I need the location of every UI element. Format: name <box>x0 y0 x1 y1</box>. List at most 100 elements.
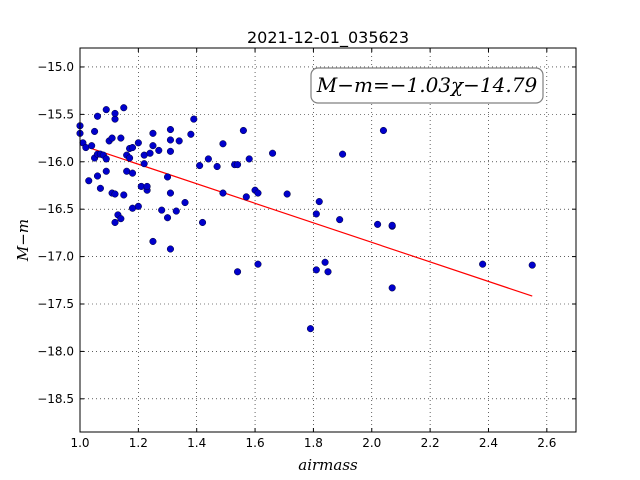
data-point <box>88 142 96 150</box>
x-tick-label: 1.0 <box>70 436 89 450</box>
y-axis-label: M−m <box>14 219 32 262</box>
data-point <box>172 207 180 215</box>
data-point <box>196 162 204 170</box>
data-point <box>158 206 166 214</box>
x-tick-label: 1.6 <box>246 436 265 450</box>
x-tick-label: 2.4 <box>479 436 498 450</box>
x-tick-label: 2.0 <box>362 436 381 450</box>
data-point <box>388 284 396 292</box>
data-points <box>76 104 536 333</box>
data-point <box>234 268 242 276</box>
data-point <box>166 125 174 134</box>
data-point <box>134 202 142 210</box>
data-point <box>219 140 227 148</box>
y-tick-label: −18.5 <box>37 392 74 406</box>
x-axis-label: airmass <box>298 456 358 474</box>
x-tick-label: 1.8 <box>304 436 323 450</box>
data-point <box>166 147 174 155</box>
data-point <box>306 325 315 333</box>
data-point <box>245 155 253 163</box>
data-point <box>102 155 110 163</box>
data-point <box>315 198 323 206</box>
data-point <box>85 177 93 185</box>
data-point <box>117 134 125 142</box>
data-point <box>143 182 151 190</box>
data-point <box>120 104 128 112</box>
data-point <box>312 266 320 274</box>
data-point <box>312 210 320 218</box>
fit-line-group <box>79 144 533 297</box>
data-point <box>204 155 212 163</box>
x-tick-label: 2.2 <box>421 436 440 450</box>
fit-equation-label: M−m=−1.03χ−14.79 <box>316 73 538 97</box>
y-tick-label: −16.5 <box>37 202 74 216</box>
data-point <box>126 154 134 162</box>
y-tick-label: −16.0 <box>37 155 74 169</box>
data-point <box>336 216 344 224</box>
data-point <box>149 142 157 150</box>
y-tick-label: −17.0 <box>37 250 74 264</box>
data-point <box>91 127 99 135</box>
data-point <box>379 126 387 135</box>
data-point <box>108 134 116 142</box>
data-point <box>187 130 195 138</box>
fit-line <box>79 144 533 297</box>
data-point <box>93 172 102 180</box>
data-point <box>198 218 207 227</box>
x-tick-label: 1.2 <box>129 436 148 450</box>
grid <box>79 48 576 432</box>
data-point <box>134 139 142 147</box>
data-point <box>140 160 148 168</box>
data-point <box>239 126 247 135</box>
annotation-frame <box>310 67 544 104</box>
data-point <box>163 214 172 222</box>
data-point <box>166 189 174 197</box>
data-point <box>111 190 119 198</box>
data-point <box>93 112 102 120</box>
axis-ticks: 1.0 1.2 1.4 1.6 1.8 2.0 2.2 2.4 2.6 −15.0 −15.5 −16… <box>37 48 576 450</box>
y-tick-label: −15.0 <box>37 60 74 74</box>
data-point <box>254 189 262 197</box>
data-point <box>111 218 119 227</box>
x-tick-label: 1.4 <box>187 436 206 450</box>
data-point <box>374 220 382 228</box>
data-point <box>339 150 347 158</box>
data-point <box>283 190 291 198</box>
data-point <box>111 109 119 117</box>
data-point <box>242 193 250 201</box>
data-point <box>254 260 262 268</box>
plot-frame <box>79 47 577 433</box>
data-point <box>166 245 174 253</box>
data-point <box>175 137 183 145</box>
data-point <box>219 189 227 197</box>
data-point <box>102 167 110 175</box>
data-point <box>120 191 128 199</box>
data-point <box>149 237 157 245</box>
data-point <box>479 260 487 268</box>
data-point <box>213 162 221 171</box>
data-point <box>234 161 242 169</box>
data-point <box>190 115 198 123</box>
x-tick-label: 2.6 <box>537 436 556 450</box>
data-point <box>155 146 163 154</box>
data-point <box>146 149 154 157</box>
data-point <box>96 184 104 192</box>
data-point <box>166 136 174 144</box>
chart-title: 2021-12-01_035623 <box>247 28 409 48</box>
annotation-box: M−m=−1.03χ−14.79 <box>310 67 544 104</box>
y-tick-label: −17.5 <box>37 297 74 311</box>
data-point <box>128 169 137 177</box>
data-point <box>149 129 157 137</box>
data-point <box>163 173 172 181</box>
data-point <box>321 258 329 266</box>
data-point <box>128 144 137 152</box>
data-point <box>324 268 332 276</box>
y-tick-label: −15.5 <box>37 107 74 121</box>
data-point <box>117 215 125 223</box>
data-point <box>181 198 189 207</box>
data-point <box>388 221 396 229</box>
data-point <box>102 106 110 114</box>
data-point <box>528 261 536 269</box>
data-point <box>269 149 277 157</box>
